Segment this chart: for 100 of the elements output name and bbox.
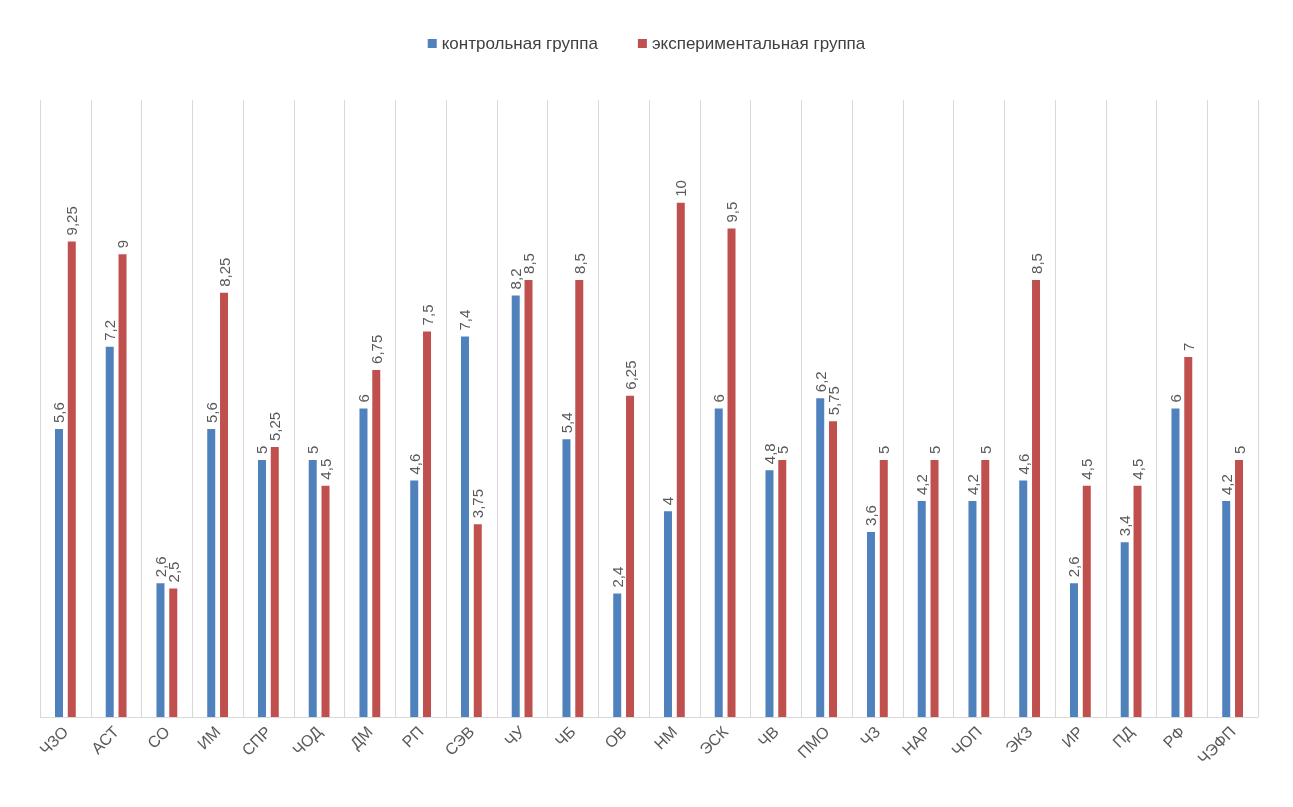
- data-label: 5: [875, 445, 893, 454]
- legend-label: контрольная группа: [441, 34, 599, 53]
- bar: [676, 202, 685, 717]
- bar: [727, 228, 736, 717]
- data-label: 6: [710, 394, 728, 403]
- x-tick-label: ЧОП: [948, 722, 985, 760]
- data-label: 2,4: [608, 566, 626, 588]
- data-label: 7,4: [456, 309, 474, 331]
- data-label: 4: [659, 496, 677, 506]
- x-tick-label: ЧЗО: [36, 722, 72, 759]
- bar: [778, 459, 787, 717]
- data-label: 3,4: [1116, 515, 1134, 537]
- bar: [1120, 542, 1129, 717]
- bar: [968, 501, 977, 717]
- data-label: 5,6: [50, 402, 68, 424]
- bar: [1222, 501, 1231, 717]
- data-label: 4,2: [913, 474, 931, 496]
- data-label: 9,5: [723, 201, 741, 223]
- bar: [410, 480, 419, 717]
- bar: [220, 292, 229, 717]
- data-label: 7,2: [101, 319, 119, 341]
- x-tick-label: СЭВ: [441, 722, 478, 759]
- bar: [765, 470, 774, 717]
- bar: [473, 524, 482, 717]
- bar: [829, 421, 838, 717]
- bar: [359, 408, 368, 717]
- bar: [54, 429, 63, 717]
- x-tick-label: ЭКЗ: [1002, 722, 1036, 757]
- data-label: 4,2: [963, 474, 981, 496]
- bar: [866, 531, 875, 717]
- data-label: 5: [253, 445, 271, 454]
- data-label: 8,25: [215, 257, 233, 287]
- bar: [714, 408, 723, 717]
- bar: [270, 447, 279, 717]
- x-tick-label: ДМ: [346, 722, 376, 753]
- x-tick-label: НМ: [650, 722, 681, 753]
- data-label: 10: [672, 180, 690, 197]
- x-tick-label: СО: [144, 722, 173, 752]
- bar: [1184, 357, 1193, 717]
- bar: [257, 459, 266, 717]
- data-label: 5,4: [557, 412, 575, 434]
- data-label: 7: [1179, 342, 1197, 352]
- bar: [169, 588, 178, 717]
- data-label: 8,5: [1027, 253, 1045, 274]
- data-label: 4,6: [405, 453, 423, 475]
- bar: [981, 459, 990, 717]
- data-label: 4,2: [1217, 474, 1235, 496]
- data-label: 4,6: [1014, 453, 1032, 475]
- data-label: 6: [354, 394, 372, 403]
- x-tick-label: ПД: [1109, 722, 1138, 751]
- x-tick-label: ЧЗ: [857, 722, 884, 750]
- x-tick-label: ЧОД: [289, 722, 326, 759]
- x-tick-label: ОВ: [601, 722, 630, 752]
- data-label: 5,25: [266, 411, 284, 442]
- bar: [67, 241, 76, 717]
- x-tick-label: ЧВ: [754, 722, 782, 751]
- data-label: 7,5: [418, 304, 436, 326]
- data-label: 9: [114, 239, 132, 249]
- data-label: 6,2: [811, 371, 829, 393]
- data-label: 2,6: [1065, 556, 1083, 578]
- x-tick-label: ЧБ: [551, 722, 579, 750]
- bar: [321, 485, 330, 717]
- data-label: 3,6: [862, 505, 880, 526]
- bar: [105, 346, 114, 717]
- x-tick-label: РФ: [1159, 722, 1188, 752]
- bar: [562, 439, 571, 717]
- x-tick-label: ИМ: [194, 722, 224, 753]
- data-label: 5,6: [202, 402, 220, 424]
- data-label: 4,5: [1078, 458, 1096, 480]
- bar: [118, 254, 127, 717]
- bar: [575, 279, 584, 717]
- data-label: 6: [1166, 394, 1184, 403]
- bar: [930, 459, 939, 717]
- bar: [816, 398, 825, 717]
- data-label: 4,5: [317, 458, 335, 480]
- bar: [511, 295, 520, 717]
- bar: [626, 395, 635, 717]
- bar: [663, 511, 672, 717]
- bar: [524, 279, 533, 717]
- data-label: 6,75: [367, 334, 385, 364]
- bar: [1235, 459, 1244, 717]
- bar: [917, 501, 926, 717]
- data-label: 6,25: [621, 360, 639, 390]
- bar: [1171, 408, 1180, 717]
- bar: [207, 429, 216, 717]
- x-tick-label: ИР: [1058, 722, 1087, 751]
- bar: [613, 593, 622, 717]
- bar: [423, 331, 432, 717]
- bar: [1069, 583, 1078, 717]
- bar: [1032, 279, 1041, 717]
- data-label: 5: [1230, 445, 1248, 454]
- data-label: 5: [976, 445, 994, 454]
- data-label: 5: [926, 445, 944, 454]
- x-tick-label: РП: [398, 722, 427, 751]
- x-tick-label: ЧУ: [501, 722, 529, 750]
- data-label: 3,75: [469, 488, 487, 519]
- bar: [308, 459, 317, 717]
- data-label: 8,5: [570, 253, 588, 274]
- bar: [156, 583, 165, 717]
- data-label: 9,25: [63, 206, 81, 236]
